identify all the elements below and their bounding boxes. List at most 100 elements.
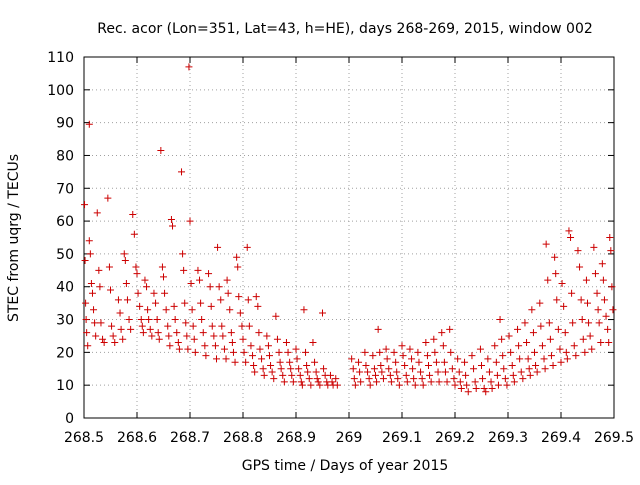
data-point [519,375,527,383]
data-point [154,329,162,337]
data-point [609,306,617,314]
data-point [499,352,507,360]
data-point [259,365,267,373]
data-point [532,361,540,369]
data-point [537,322,545,330]
data-point [584,299,591,307]
y-tick-label: 0 [65,411,74,427]
y-axis-label: STEC from uqrg / TECUs [6,154,22,322]
y-tick-label: 40 [56,280,74,296]
data-point [249,352,257,360]
data-point [524,355,532,363]
data-point [542,240,550,248]
data-point [471,378,479,386]
data-point [116,309,124,317]
data-point [228,339,236,347]
data-point [423,352,431,360]
data-point [157,147,165,155]
data-point [591,270,599,278]
data-point [133,270,141,278]
data-point [174,339,182,347]
data-point [236,309,244,317]
data-point [134,289,142,297]
data-point [104,194,112,202]
data-point [606,234,614,241]
data-point [194,266,202,274]
data-point [138,322,146,330]
data-point [326,371,334,379]
data-point [517,368,525,376]
data-point [457,384,465,392]
data-point [129,211,137,219]
data-point [287,365,295,373]
data-point [252,293,260,301]
data-point [111,339,119,347]
data-point [382,345,390,353]
data-point [288,371,296,379]
data-point [85,120,93,128]
data-point [141,276,149,284]
data-point [582,276,590,284]
data-point [515,342,523,350]
grid [84,57,614,418]
data-point [378,368,386,376]
y-tick-label: 30 [56,313,74,329]
data-point [161,289,169,297]
data-point [130,230,138,238]
data-point [422,339,430,347]
data-point [578,316,586,324]
data-point [538,342,546,350]
data-point [123,296,131,304]
data-point [245,322,253,330]
data-point [179,250,187,258]
data-point [207,302,215,310]
data-point [557,358,565,366]
data-point [447,348,455,356]
data-point [311,358,319,366]
y-tick-label: 100 [47,83,74,99]
data-point [280,378,288,386]
data-point [160,273,167,281]
data-point [409,365,417,373]
data-point [470,365,478,373]
data-point [218,322,226,330]
data-point [608,283,616,291]
y-tick-label: 80 [56,148,74,164]
data-point [540,355,548,363]
data-point [526,371,534,379]
data-point [525,365,533,373]
data-point [97,319,105,327]
data-point [105,263,113,271]
data-point [145,316,153,324]
data-point [83,329,91,337]
data-point [387,378,395,386]
data-point [541,365,549,373]
data-point [215,283,223,291]
data-point [398,342,406,350]
data-point [233,253,241,261]
data-point [434,368,442,376]
data-point [523,339,531,347]
data-point [349,365,357,373]
data-point [167,215,175,223]
data-point [551,253,559,261]
data-point [169,222,177,230]
data-point [462,371,470,379]
y-tick-label: 90 [56,116,74,132]
data-point [276,358,284,366]
data-point [418,375,426,383]
data-point [425,361,432,369]
data-point [546,335,554,343]
data-point [562,348,570,356]
data-point [121,256,129,264]
data-point [521,319,529,327]
data-point [410,375,418,383]
data-point [553,296,561,304]
x-axis-label: GPS time / Days of year 2015 [242,458,449,474]
data-point [96,283,104,291]
data-point [586,332,594,340]
data-point [574,247,582,255]
data-point [270,375,278,383]
data-point [516,355,524,363]
data-point [415,358,423,366]
